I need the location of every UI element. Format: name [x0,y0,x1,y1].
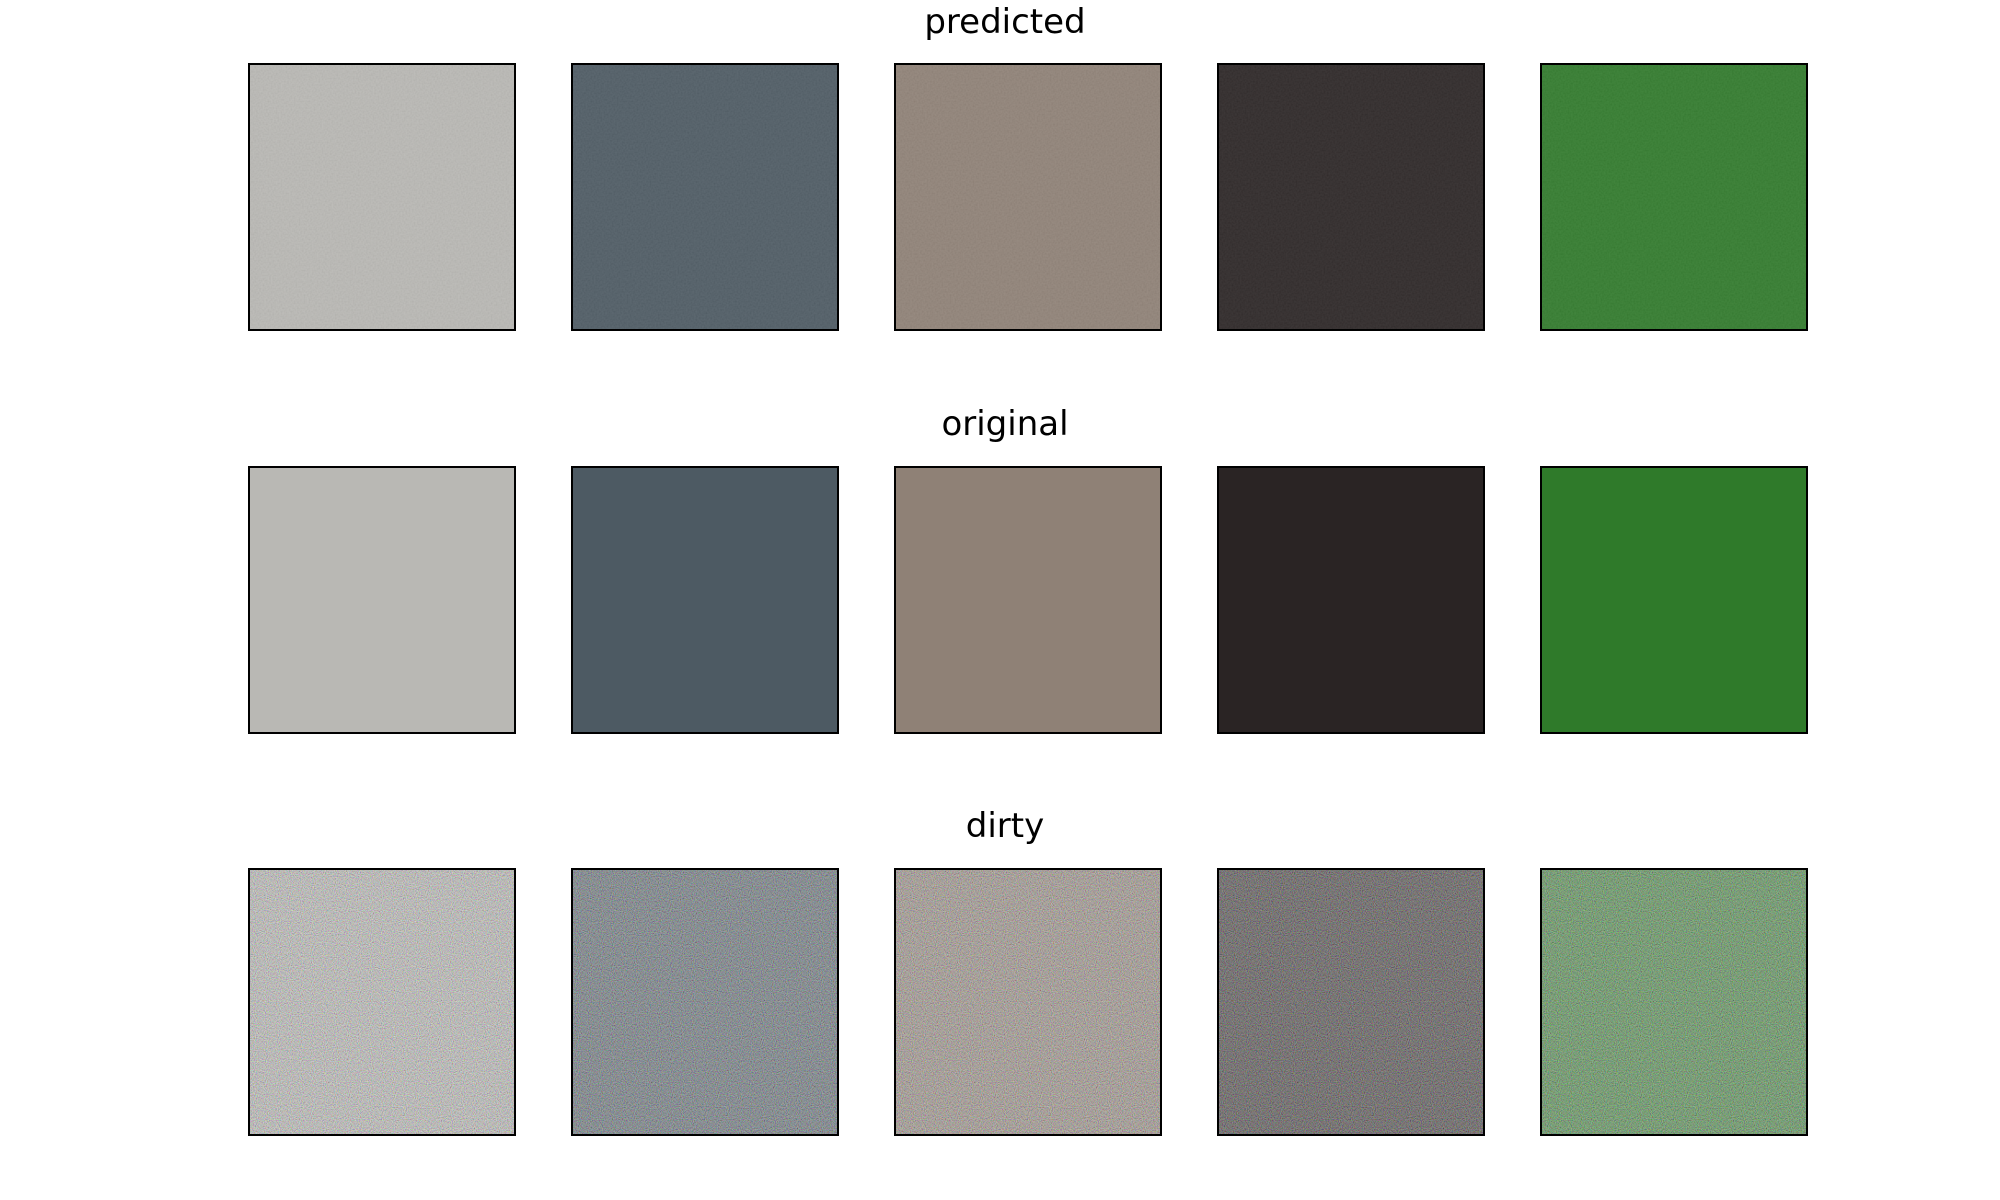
tile-predicted-2 [571,63,839,331]
image-dirty-4 [1219,870,1483,1134]
image-predicted-5 [1542,65,1806,329]
tile-dirty-4 [1217,868,1485,1136]
noise-overlay [250,65,514,329]
tile-original-2 [571,466,839,734]
tile-original-3 [894,466,1162,734]
tile-predicted-4 [1217,63,1485,331]
noise-overlay [1219,870,1483,1134]
image-predicted-1 [250,65,514,329]
row-title-original: original [941,404,1069,444]
image-predicted-4 [1219,65,1483,329]
noise-overlay [1219,65,1483,329]
row-title-predicted: predicted [924,2,1086,42]
tile-predicted-5 [1540,63,1808,331]
image-original-5 [1542,468,1806,732]
tile-original-5 [1540,466,1808,734]
image-original-4 [1219,468,1483,732]
image-original-1 [250,468,514,732]
noise-overlay [896,870,1160,1134]
noise-overlay [1542,870,1806,1134]
tile-dirty-2 [571,868,839,1136]
image-dirty-2 [573,870,837,1134]
tile-dirty-3 [894,868,1162,1136]
image-original-3 [896,468,1160,732]
tile-original-1 [248,466,516,734]
noise-overlay [896,65,1160,329]
noise-overlay [250,870,514,1134]
image-dirty-1 [250,870,514,1134]
noise-overlay [573,65,837,329]
tile-original-4 [1217,466,1485,734]
tile-dirty-5 [1540,868,1808,1136]
row-title-dirty: dirty [965,806,1045,846]
image-original-2 [573,468,837,732]
image-dirty-3 [896,870,1160,1134]
noise-overlay [1542,65,1806,329]
noise-overlay [573,870,837,1134]
image-predicted-3 [896,65,1160,329]
tile-dirty-1 [248,868,516,1136]
image-predicted-2 [573,65,837,329]
tile-predicted-3 [894,63,1162,331]
tile-predicted-1 [248,63,516,331]
image-dirty-5 [1542,870,1806,1134]
